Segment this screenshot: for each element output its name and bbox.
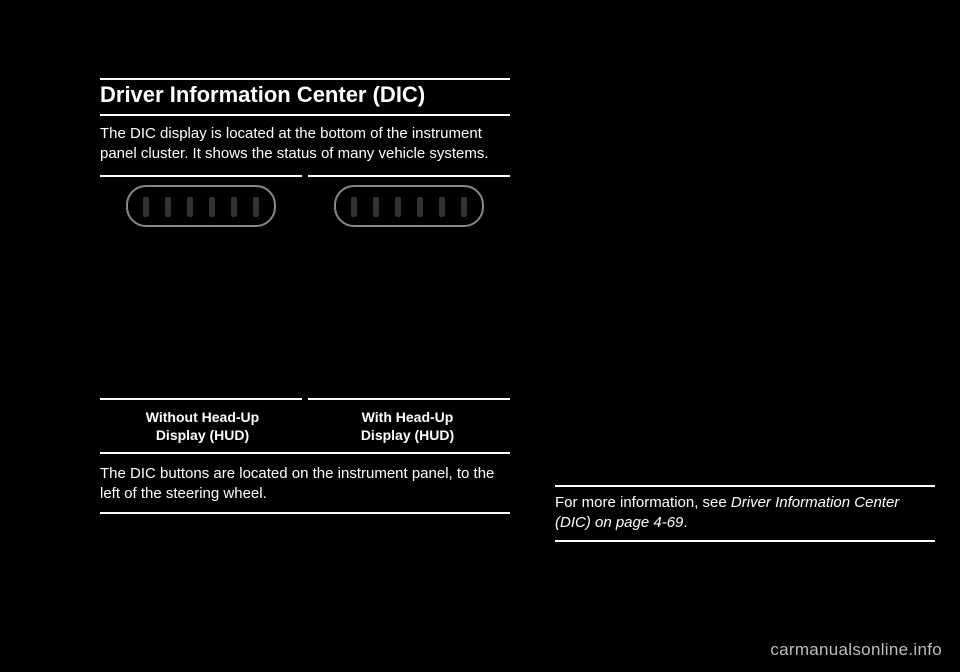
caption-line: Display (HUD): [361, 427, 454, 443]
slot-icon: [373, 197, 379, 217]
caption-row: Without Head-Up Display (HUD) With Head-…: [100, 404, 510, 454]
slot-icon: [439, 197, 445, 217]
figure-without-hud: [100, 175, 302, 400]
slot-icon: [187, 197, 193, 217]
panel-sketch-icon: [126, 185, 276, 227]
panel-sketch-icon: [334, 185, 484, 227]
left-column: Driver Information Center (DIC) The DIC …: [100, 78, 510, 524]
slot-icon: [165, 197, 171, 217]
slot-icon: [417, 197, 423, 217]
watermark: carmanualsonline.info: [770, 640, 942, 660]
section-title: Driver Information Center (DIC): [100, 78, 510, 116]
caption-line: With Head-Up: [362, 409, 454, 425]
panel-slots: [143, 197, 259, 217]
footer-paragraph: The DIC buttons are located on the instr…: [100, 464, 510, 515]
caption-without-hud: Without Head-Up Display (HUD): [100, 404, 305, 452]
slot-icon: [461, 197, 467, 217]
ref-prefix: For more information, see: [555, 494, 731, 511]
panel-slots: [351, 197, 467, 217]
reference-text: For more information, see Driver Informa…: [555, 493, 935, 534]
slot-icon: [231, 197, 237, 217]
slot-icon: [253, 197, 259, 217]
caption-line: Without Head-Up: [146, 409, 259, 425]
right-reference-block: For more information, see Driver Informa…: [555, 485, 935, 542]
figure-row: [100, 175, 510, 400]
slot-icon: [209, 197, 215, 217]
figure-with-hud: [308, 175, 510, 400]
page: Driver Information Center (DIC) The DIC …: [0, 0, 960, 672]
slot-icon: [143, 197, 149, 217]
slot-icon: [351, 197, 357, 217]
caption-line: Display (HUD): [156, 427, 249, 443]
caption-with-hud: With Head-Up Display (HUD): [305, 404, 510, 452]
intro-paragraph: The DIC display is located at the bottom…: [100, 124, 510, 165]
slot-icon: [395, 197, 401, 217]
ref-suffix: .: [683, 514, 687, 531]
